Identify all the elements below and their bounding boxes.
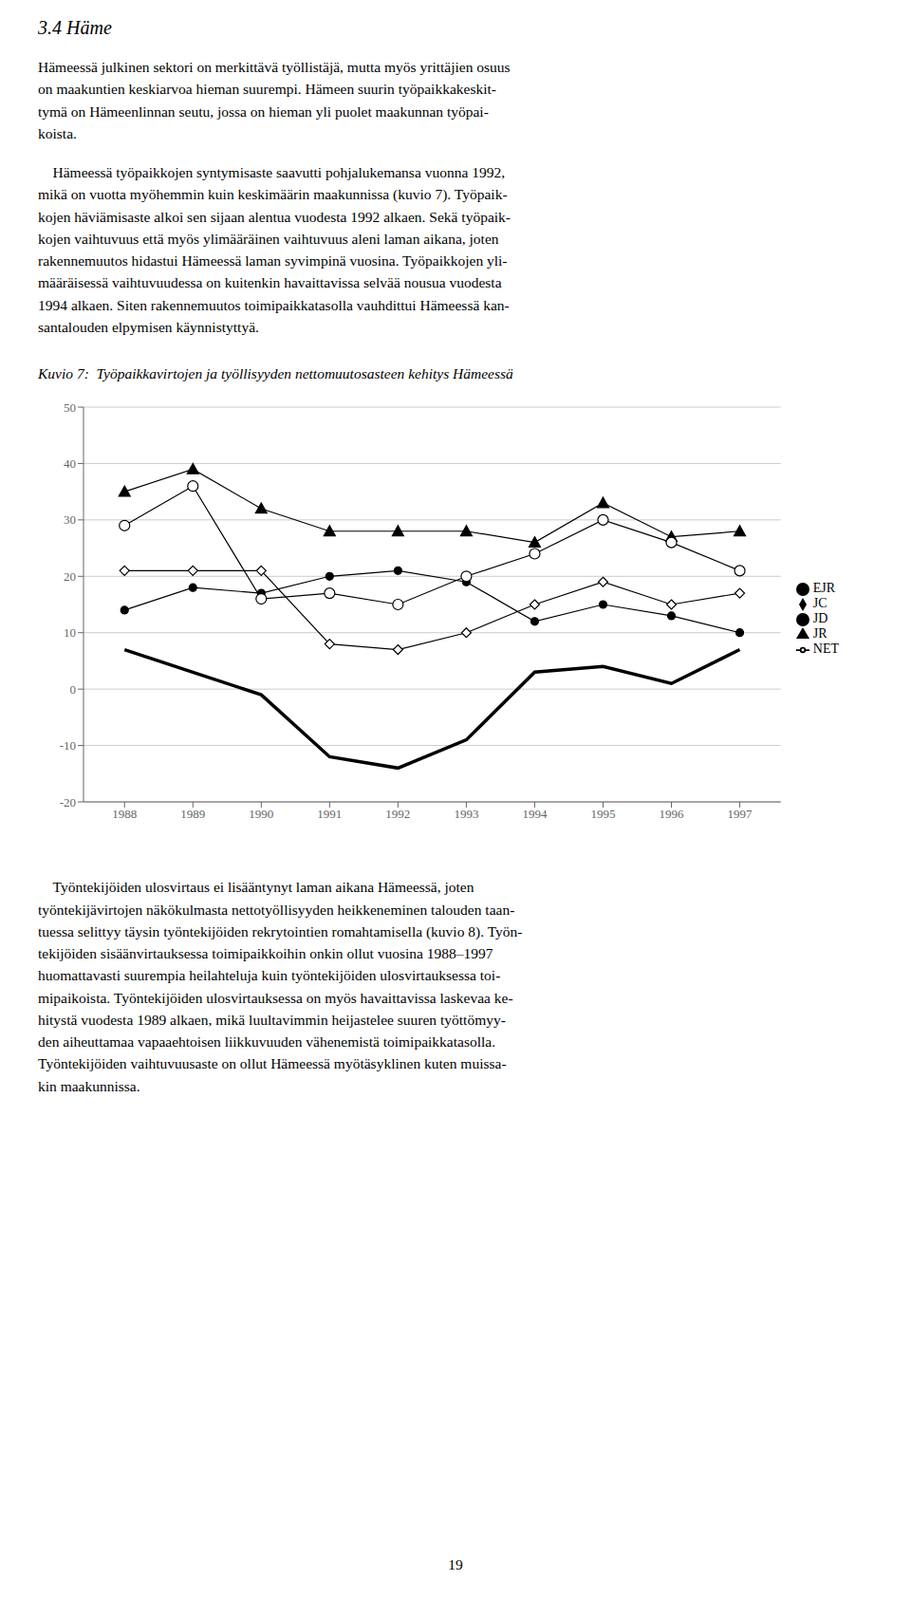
svg-text:1993: 1993 [453,806,479,821]
svg-text:1991: 1991 [316,806,342,821]
html-text:JD: JD [813,611,828,626]
html-text:EJR: EJR [813,581,836,596]
svg-text:0: 0 [70,682,77,697]
html-text:Kuvio 7: Työpaikkavirtojen ja: Kuvio 7: Työpaikkavirtojen ja työllisyyd… [37,365,514,382]
svg-text:1989: 1989 [180,806,205,821]
html-text:JR: JR [813,626,828,641]
svg-text:1995: 1995 [590,806,615,821]
html-text:JC: JC [813,596,828,611]
svg-text:1990: 1990 [248,806,274,821]
svg-text:1992: 1992 [385,806,410,821]
svg-text:30: 30 [63,513,76,528]
html-text:Hämeessä työpaikkojen syntymis: Hämeessä työpaikkojen syntymisaste saavu… [37,164,511,335]
html-text:19: 19 [448,1556,463,1573]
svg-text:50: 50 [63,400,76,415]
svg-text:1996: 1996 [659,806,686,821]
svg-text:1988: 1988 [111,806,137,821]
svg-text:-10: -10 [59,738,76,753]
html-text:3.4 Häme: 3.4 Häme [37,17,112,38]
svg-text:40: 40 [63,456,76,471]
html-text:Hämeessä julkinen sektori on m: Hämeessä julkinen sektori on merkittävä … [37,58,511,142]
html-text:NET: NET [813,641,839,657]
svg-text:1997: 1997 [727,806,754,821]
svg-text:10: 10 [63,626,76,641]
svg-text:1994: 1994 [521,806,548,821]
svg-text:-20: -20 [59,795,76,810]
svg-text:20: 20 [63,569,76,584]
html-text:Työntekijöiden ulosvirtaus ei: Työntekijöiden ulosvirtaus ei lisääntyny… [37,879,523,1094]
